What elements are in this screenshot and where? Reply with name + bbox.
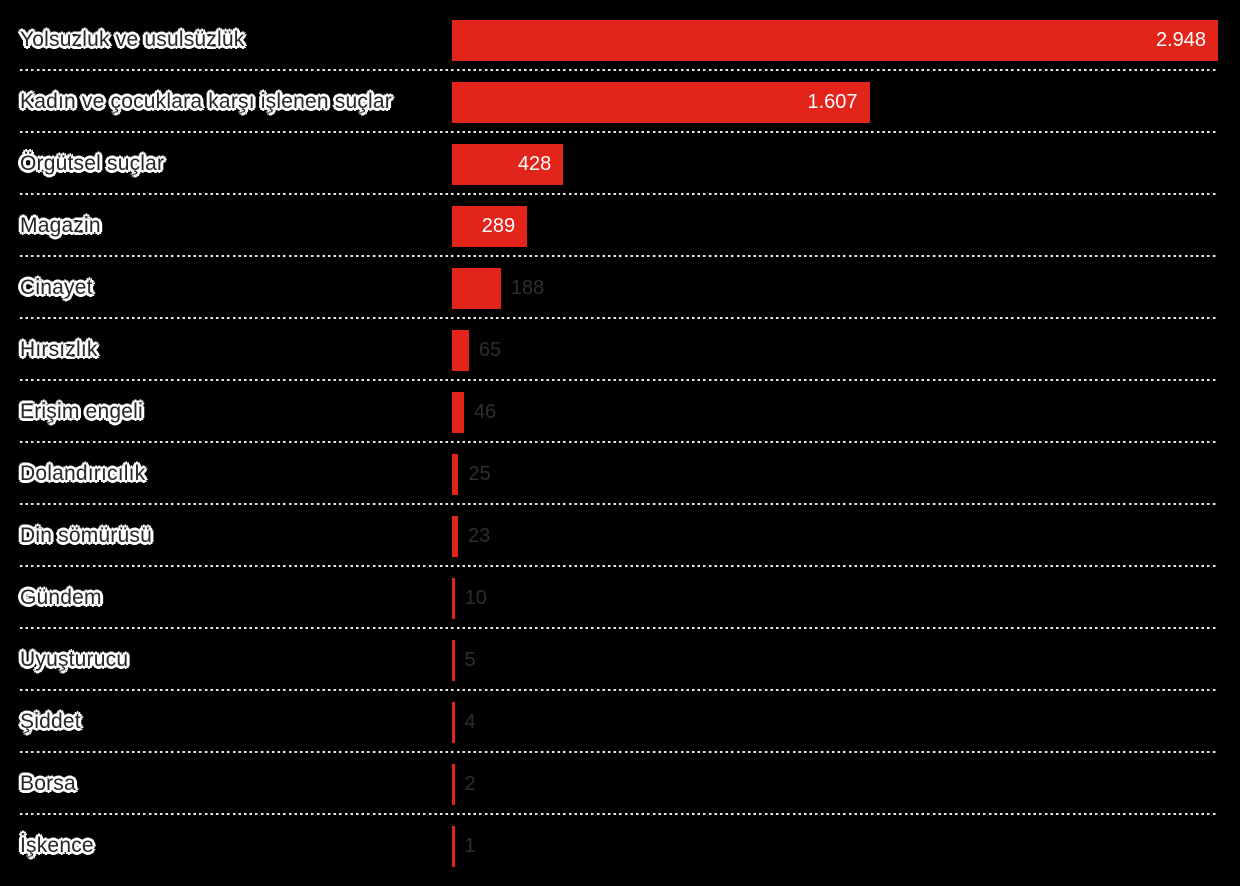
bar [452, 515, 458, 557]
bar [452, 205, 528, 247]
value-label: 188 [510, 276, 545, 299]
chart-row: Gündem 10 [0, 567, 1240, 629]
bar [452, 143, 564, 185]
value-label: 4 [464, 710, 476, 733]
chart-row: Şiddet 4 [0, 691, 1240, 753]
bar [452, 267, 501, 309]
value-label: 289 [481, 214, 516, 237]
bar [452, 763, 455, 805]
category-label: Magazin [20, 214, 101, 237]
bar [452, 453, 459, 495]
bar [452, 329, 469, 371]
bar [452, 701, 455, 743]
category-label: Borsa [20, 772, 76, 795]
value-label: 428 [517, 152, 552, 175]
category-label: Yolsuzluk ve usulsüzlük [20, 28, 245, 51]
value-label: 2 [464, 772, 476, 795]
value-label: 65 [478, 338, 502, 361]
bar [452, 19, 1218, 61]
chart-row: Din sömürüsü 23 [0, 505, 1240, 567]
category-label: Kadın ve çocuklara karşı işlenen suçlar [20, 90, 392, 113]
value-label: 46 [473, 400, 497, 423]
category-label: Gündem [20, 586, 102, 609]
value-label: 5 [464, 648, 476, 671]
chart-row: Yolsuzluk ve usulsüzlük 2.948 [0, 9, 1240, 71]
bar [452, 825, 455, 867]
category-label: Dolandırıcılık [20, 462, 146, 485]
category-label: Şiddet [20, 710, 81, 733]
value-label: 25 [468, 462, 491, 485]
value-label: 2.948 [1155, 28, 1206, 51]
value-label: 23 [467, 524, 491, 547]
category-label: Erişim engeli [20, 400, 143, 423]
category-label: Hırsızlık [20, 338, 98, 361]
chart-row: İşkence 1 [0, 815, 1240, 877]
value-label: 10 [464, 586, 487, 609]
chart-row: Cinayet 188 [0, 257, 1240, 319]
chart-row: Kadın ve çocuklara karşı işlenen suçlar … [0, 71, 1240, 133]
category-label: Örgütsel suçlar [20, 152, 165, 175]
bar [452, 577, 455, 619]
chart-row: Magazin 289 [0, 195, 1240, 257]
bar [452, 81, 870, 123]
category-label: İşkence [20, 834, 94, 857]
chart-row: Borsa 2 [0, 753, 1240, 815]
chart-row: Dolandırıcılık 25 [0, 443, 1240, 505]
chart-row: Hırsızlık 65 [0, 319, 1240, 381]
bar [452, 639, 455, 681]
category-label: Cinayet [20, 276, 93, 299]
bar [452, 391, 464, 433]
chart-row: Uyuşturucu 5 [0, 629, 1240, 691]
value-label: 1 [464, 834, 476, 857]
chart-row: Örgütsel suçlar 428 [0, 133, 1240, 195]
category-label: Din sömürüsü [20, 524, 152, 547]
category-label: Uyuşturucu [20, 648, 129, 671]
chart-row: Erişim engeli 46 [0, 381, 1240, 443]
value-label: 1.607 [807, 90, 858, 113]
chart-rows: Yolsuzluk ve usulsüzlük 2.948 Kadın ve ç… [0, 9, 1240, 877]
